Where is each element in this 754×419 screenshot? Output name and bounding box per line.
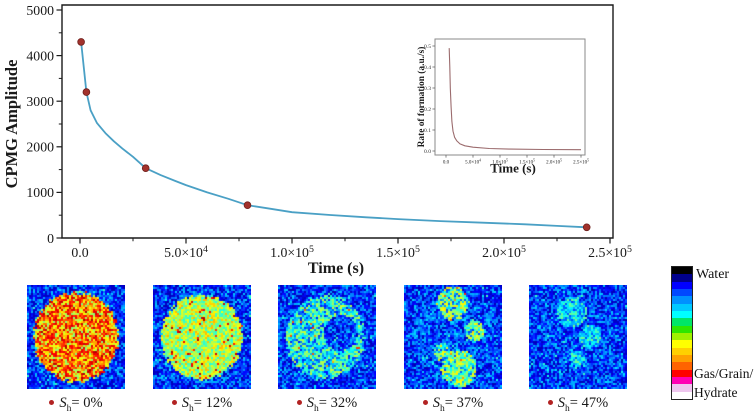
sh-subscript: h bbox=[66, 403, 72, 414]
main-ylabel: CPMG Amplitude bbox=[2, 60, 21, 189]
sh-subscript: h bbox=[314, 403, 319, 414]
svg-text:5.0×104: 5.0×104 bbox=[164, 244, 208, 260]
svg-text:0.0: 0.0 bbox=[424, 149, 431, 155]
mri-image-sh12 bbox=[153, 285, 251, 389]
bullet-icon bbox=[547, 400, 553, 406]
colorbar-segment bbox=[672, 288, 692, 297]
cpmg-decay-curve bbox=[80, 41, 587, 229]
sh-value: = 0% bbox=[71, 395, 103, 411]
gas-grain-label-line: Gas/Grain/ bbox=[694, 366, 754, 381]
sh-value: = 37% bbox=[444, 395, 484, 411]
colorbar-segment bbox=[672, 267, 692, 275]
svg-text:1.0×105: 1.0×105 bbox=[492, 159, 508, 166]
colorbar-segment bbox=[672, 274, 692, 282]
main-axes: 0 1000 2000 3000 4000 5000 0.0 5.0×104 1.0×105 1.… bbox=[2, 3, 632, 277]
sh-value: = 32% bbox=[318, 395, 358, 411]
inset-axes: 0.0 0.1 0.2 0.3 0.4 0.5 0.0 5.0×104 1.0×105 1.5×1… bbox=[416, 38, 589, 176]
sh-symbol: S bbox=[59, 395, 67, 411]
svg-text:0.2: 0.2 bbox=[424, 107, 431, 113]
colorbar-segment bbox=[672, 325, 692, 333]
bullet-icon bbox=[49, 400, 55, 406]
svg-text:3000: 3000 bbox=[26, 94, 54, 109]
mri-card-2: Sh= 32% bbox=[278, 285, 376, 414]
svg-text:5000: 5000 bbox=[26, 3, 54, 18]
mri-image-sh32 bbox=[278, 285, 376, 389]
svg-text:2.5×105: 2.5×105 bbox=[588, 244, 632, 260]
colorbar-segment bbox=[672, 354, 692, 363]
svg-text:2.5×105: 2.5×105 bbox=[573, 159, 589, 166]
mri-card-3: Sh= 37% bbox=[404, 285, 502, 414]
colorbar bbox=[671, 266, 693, 400]
sh-label-1: Sh= 12% bbox=[153, 395, 251, 414]
svg-text:4000: 4000 bbox=[26, 48, 54, 63]
mri-sampling-points bbox=[77, 38, 591, 232]
svg-text:0.0: 0.0 bbox=[71, 245, 88, 260]
colorbar-segment bbox=[672, 347, 692, 355]
sh-symbol: S bbox=[432, 395, 441, 411]
inset-ylabel: Rate of formation (a.u./s) bbox=[416, 47, 427, 148]
colorbar-segment bbox=[672, 303, 692, 311]
svg-text:5.0×104: 5.0×104 bbox=[465, 159, 481, 166]
sh-text: Sh= 37% bbox=[432, 395, 484, 414]
sh-subscript: h bbox=[189, 403, 194, 414]
sh-subscript: h bbox=[565, 403, 570, 414]
bullet-icon bbox=[422, 400, 428, 406]
sh-label-3: Sh= 37% bbox=[404, 395, 502, 414]
colorbar-segment bbox=[672, 362, 692, 370]
svg-text:0.4: 0.4 bbox=[424, 65, 431, 71]
sh-symbol: S bbox=[557, 395, 566, 411]
sh-text: Sh= 0% bbox=[59, 395, 103, 414]
bullet-icon bbox=[296, 400, 302, 406]
mri-image-sh0 bbox=[27, 285, 125, 389]
sh-value: = 12% bbox=[193, 395, 233, 411]
cpmg-decay-chart: 0 1000 2000 3000 4000 5000 0.0 5.0×104 1.0×105 1.… bbox=[2, 3, 632, 277]
sh-label-2: Sh= 32% bbox=[278, 395, 376, 414]
colorbar-segment bbox=[672, 340, 692, 348]
mri-image-sh47 bbox=[529, 285, 627, 389]
svg-text:2.0×105: 2.0×105 bbox=[482, 244, 526, 260]
svg-text:0.3: 0.3 bbox=[424, 86, 431, 92]
sh-label-4: Sh= 47% bbox=[529, 395, 627, 414]
sh-text: Sh= 32% bbox=[306, 395, 358, 414]
colorbar-segment bbox=[672, 296, 692, 304]
hydrate-label-line: Hydrate bbox=[694, 385, 738, 400]
svg-text:0.1: 0.1 bbox=[424, 128, 431, 134]
mri-image-sh37 bbox=[404, 285, 502, 389]
svg-text:1.0×105: 1.0×105 bbox=[270, 244, 314, 260]
sh-symbol: S bbox=[306, 395, 315, 411]
svg-text:2.0×105: 2.0×105 bbox=[546, 159, 562, 166]
svg-text:1.5×105: 1.5×105 bbox=[519, 159, 535, 166]
sh-text: Sh= 47% bbox=[557, 395, 609, 414]
colorbar-water-label: Water bbox=[696, 267, 730, 282]
colorbar-segment bbox=[672, 391, 692, 399]
svg-text:0.0: 0.0 bbox=[443, 161, 450, 166]
svg-text:1.5×105: 1.5×105 bbox=[376, 244, 420, 260]
sh-label-0: Sh= 0% bbox=[27, 395, 125, 414]
colorbar-segment bbox=[672, 376, 692, 385]
sh-text: Sh= 12% bbox=[181, 395, 233, 414]
sh-subscript: h bbox=[440, 403, 445, 414]
sh-value: = 47% bbox=[569, 395, 609, 411]
mri-card-0: Sh= 0% bbox=[27, 285, 125, 414]
formation-rate-curve bbox=[448, 48, 582, 151]
svg-text:1000: 1000 bbox=[26, 185, 54, 200]
sh-symbol: S bbox=[181, 395, 190, 411]
colorbar-segment bbox=[672, 384, 692, 392]
colorbar-segment bbox=[672, 369, 692, 377]
svg-text:0: 0 bbox=[47, 231, 54, 246]
bullet-icon bbox=[171, 400, 177, 406]
mri-card-4: Sh= 47% bbox=[529, 285, 627, 414]
main-xlabel: Time (s) bbox=[308, 260, 364, 277]
colorbar-segment bbox=[672, 281, 692, 289]
colorbar-segment bbox=[672, 318, 692, 326]
svg-text:2000: 2000 bbox=[26, 140, 54, 155]
colorbar-segment bbox=[672, 332, 692, 341]
inset-xlabel: Time (s) bbox=[490, 161, 536, 176]
colorbar-gas-hydrate-label: Gas/Grain/ Hydrate bbox=[694, 364, 753, 402]
mri-card-1: Sh= 12% bbox=[153, 285, 251, 414]
colorbar-segment bbox=[672, 310, 692, 319]
svg-text:0.5: 0.5 bbox=[424, 44, 431, 50]
